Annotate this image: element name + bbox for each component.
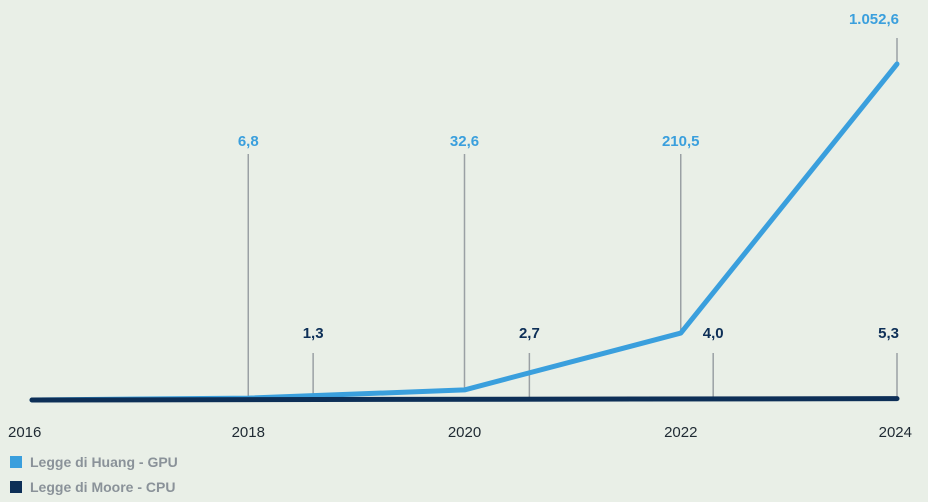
data-label: 1.052,6 (849, 11, 899, 28)
x-tick-label: 2020 (448, 424, 481, 441)
legend-swatch-cpu (10, 481, 22, 493)
value-labels: 6,8 32,6 210,5 1.052,6 1,3 2,7 4,0 5,3 (238, 11, 899, 342)
series-lines (29, 61, 900, 403)
legend: Legge di Huang - GPU Legge di Moore - CP… (10, 452, 178, 502)
legend-label-cpu: Legge di Moore - CPU (30, 479, 176, 495)
x-tick-label: 2024 (879, 424, 912, 441)
chart: 6,8 32,6 210,5 1.052,6 1,3 2,7 4,0 5,3 2016 2018… (8, 11, 912, 441)
data-label: 5,3 (878, 325, 899, 342)
data-label: 32,6 (450, 133, 479, 150)
legend-label-gpu: Legge di Huang - GPU (30, 454, 178, 470)
x-tick-label: 2018 (232, 424, 265, 441)
data-label: 1,3 (303, 325, 324, 342)
x-tick-label: 2016 (8, 424, 41, 441)
x-axis: 2016 2018 2020 2022 2024 (8, 424, 912, 441)
legend-item-gpu: Legge di Huang - GPU (10, 452, 178, 472)
series-line-1 (29, 396, 900, 403)
data-label: 6,8 (238, 133, 259, 150)
data-label: 4,0 (703, 325, 724, 342)
data-label: 2,7 (519, 325, 540, 342)
leader-lines (247, 38, 898, 398)
x-tick-label: 2022 (664, 424, 697, 441)
legend-swatch-gpu (10, 456, 22, 468)
legend-item-cpu: Legge di Moore - CPU (10, 477, 178, 497)
data-label: 210,5 (662, 133, 700, 150)
